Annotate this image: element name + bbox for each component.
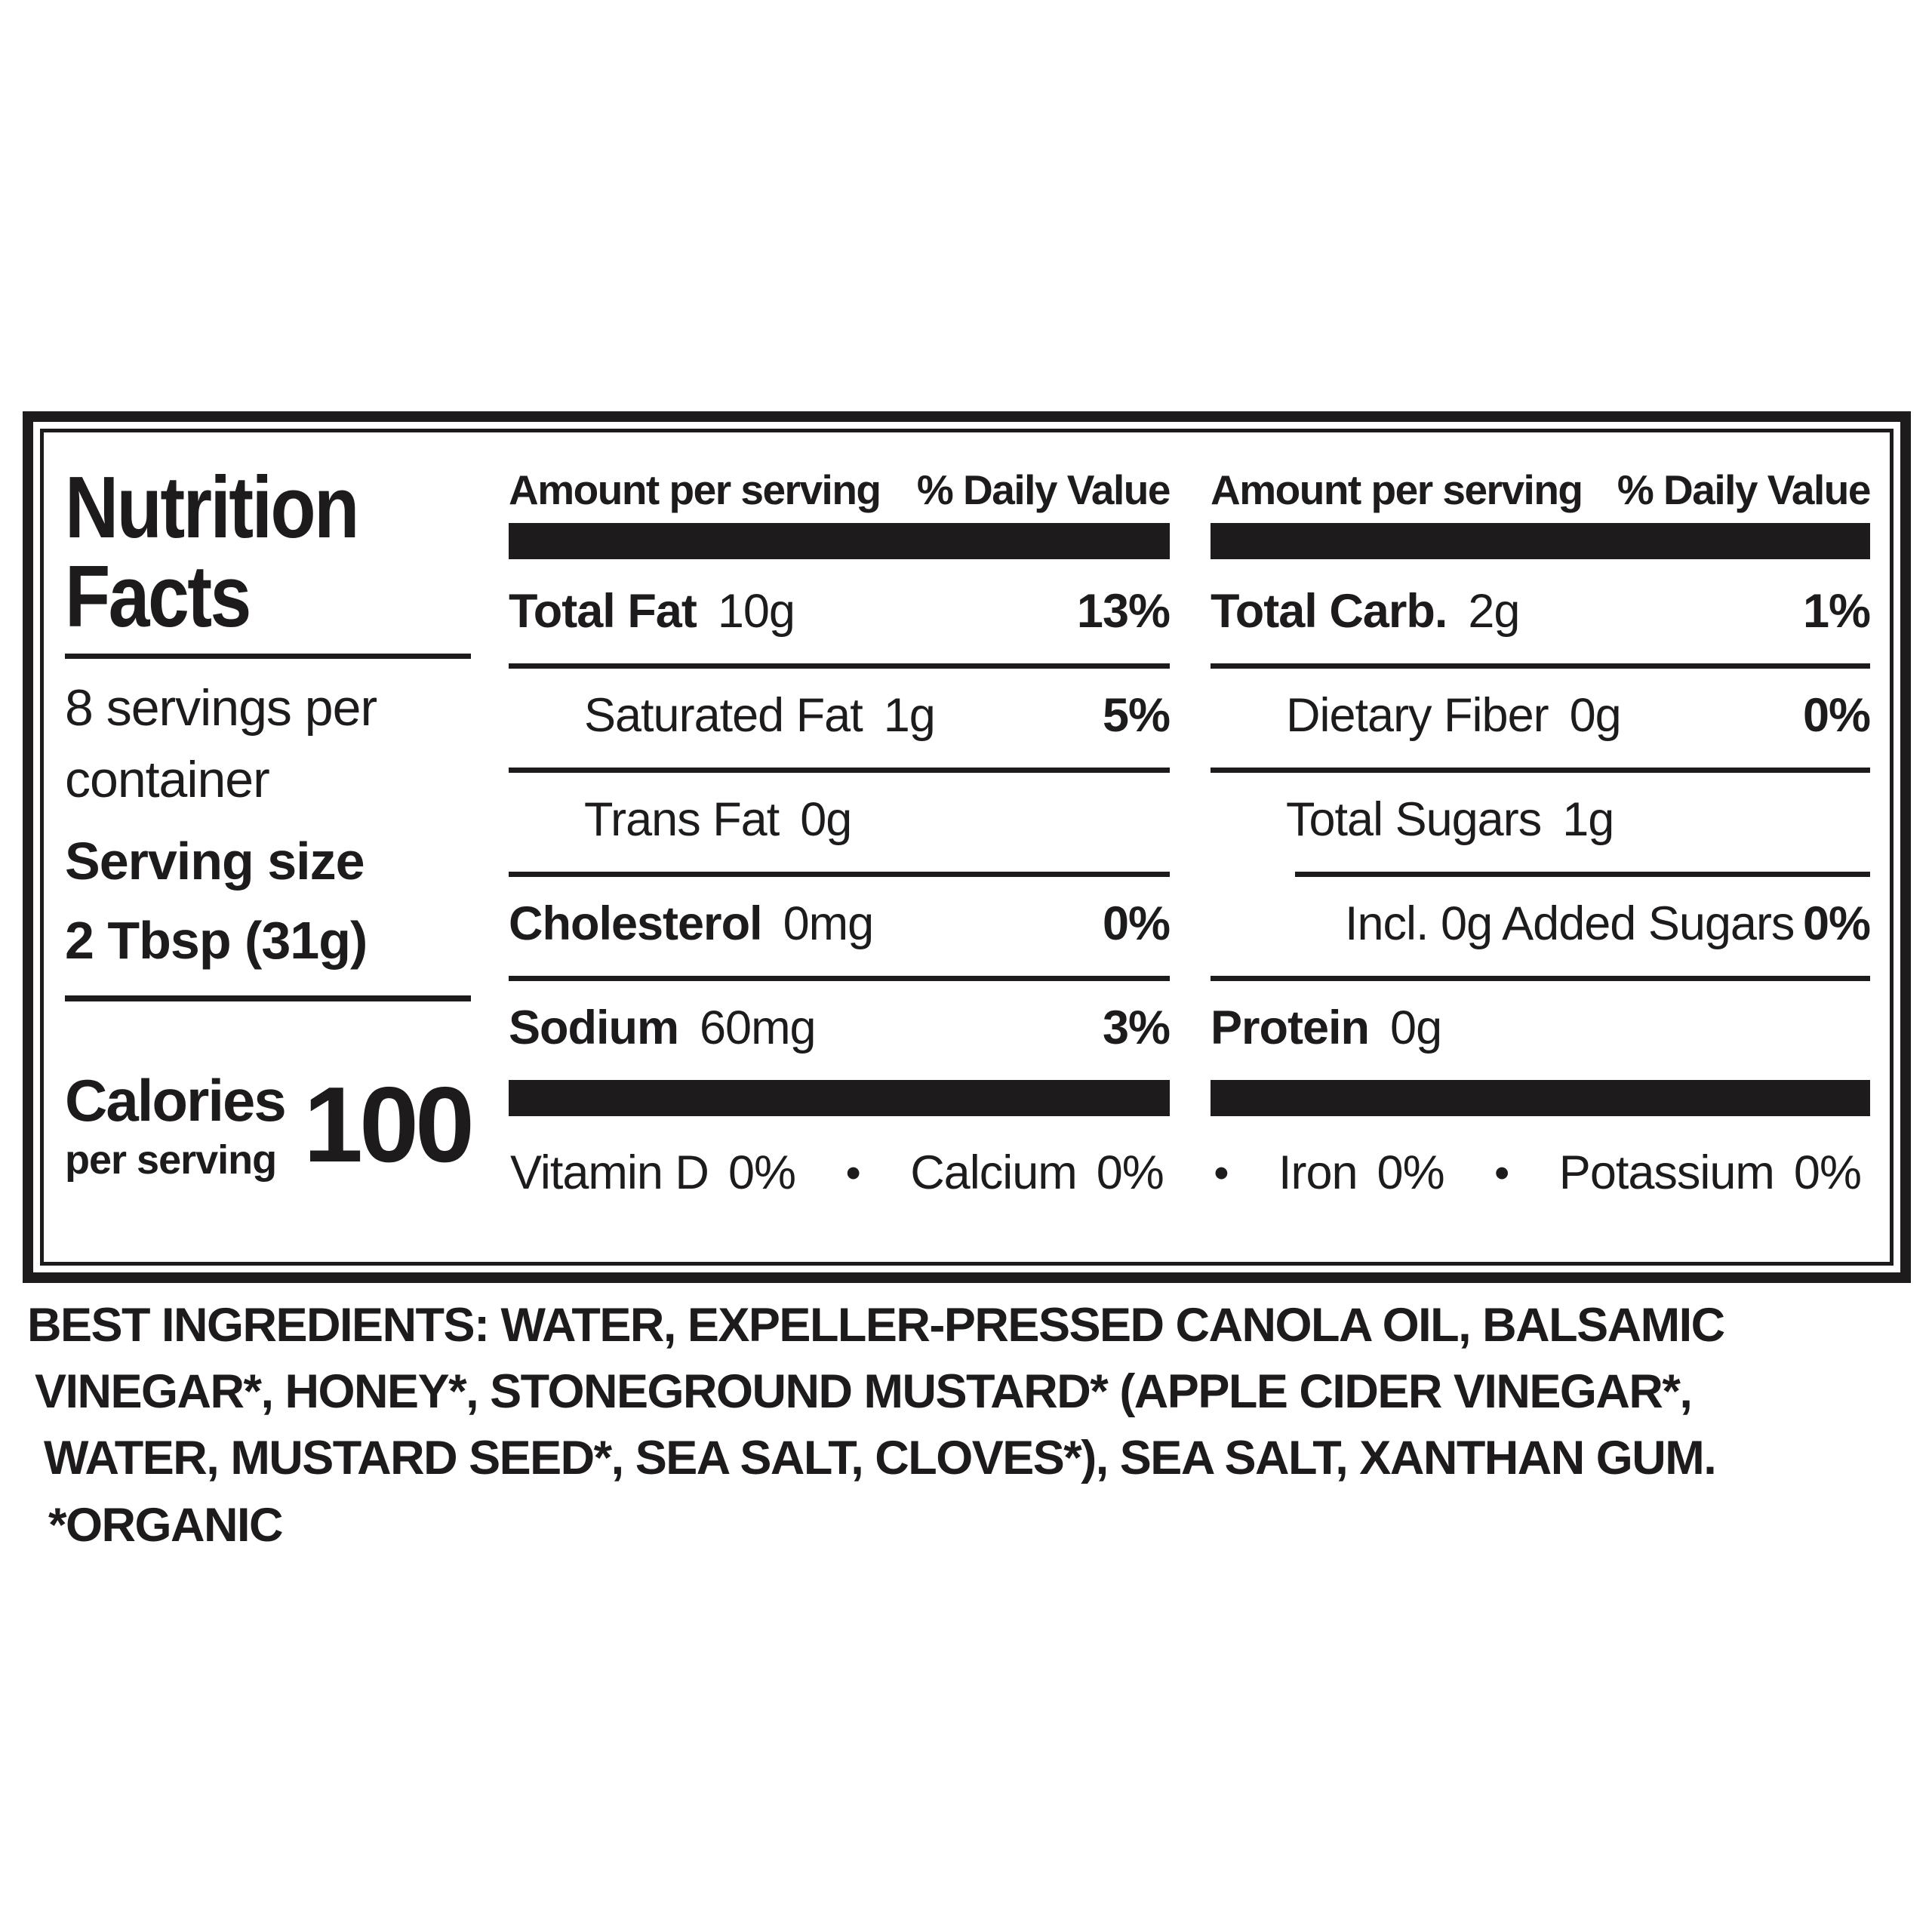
nutrient-name: Dietary Fiber: [1286, 689, 1549, 742]
nutrient-daily-value: 3%: [1102, 1001, 1171, 1054]
nutrient-daily-value: 1%: [1802, 585, 1871, 638]
amount-per-serving-header: Amount per serving: [1211, 466, 1583, 513]
vitamins-row: Vitamin D 0% • Calcium 0% • Iron 0% • Potas…: [509, 1119, 1870, 1226]
nutrition-facts-inner-border: Nutrition Facts 8 servings per container…: [40, 429, 1894, 1266]
row-added-sugars: Incl. 0g Added Sugars 0%: [1211, 872, 1871, 976]
iron-item: Iron 0%: [1278, 1146, 1445, 1200]
calories-section: Calories per serving 100: [65, 1001, 475, 1248]
nutrition-facts-title: Nutrition Facts: [65, 463, 410, 641]
nutrient-amount: 0g: [800, 793, 852, 846]
bullet-separator: •: [1494, 1148, 1509, 1198]
amount-per-serving-header: Amount per serving: [509, 466, 881, 513]
nutrient-name: Sodium: [509, 1001, 679, 1054]
vitamin-value: 0%: [1377, 1146, 1445, 1199]
bullet-separator: •: [1214, 1148, 1229, 1198]
row-cholesterol: Cholesterol 0mg 0%: [509, 872, 1171, 976]
nutrient-name: Saturated Fat: [584, 689, 863, 742]
ingredients-line-1: BEST INGREDIENTS: WATER, EXPELLER-PRESSE…: [27, 1299, 1725, 1352]
row-dietary-fiber: Dietary Fiber 0g 0%: [1211, 663, 1871, 768]
calories-value: 100: [303, 1064, 475, 1185]
ingredients-text: BEST INGREDIENTS: WATER, EXPELLER-PRESSE…: [27, 1292, 1921, 1558]
bullet-separator: •: [845, 1148, 860, 1198]
nutrient-name: Incl. 0g Added Sugars: [1345, 897, 1795, 950]
nutrient-amount: 1g: [883, 689, 936, 742]
thick-divider-bar: [509, 1080, 1170, 1116]
potassium-item: Potassium 0%: [1558, 1146, 1862, 1200]
nutrient-columns: Amount per serving % Daily Value Total F…: [509, 463, 1872, 1116]
column-header: Amount per serving % Daily Value: [1211, 463, 1872, 523]
ingredients-line-2: VINEGAR*, HONEY*, STONEGROUND MUSTARD* (…: [35, 1365, 1693, 1419]
divider: [65, 653, 471, 659]
servings-line-2: container: [65, 750, 270, 808]
daily-value-header: % Daily Value: [916, 466, 1171, 513]
divider: [65, 995, 471, 1001]
daily-value-header: % Daily Value: [1617, 466, 1872, 513]
thick-divider-bar: [1211, 1080, 1870, 1116]
nutrient-daily-value: 0%: [1102, 897, 1171, 950]
nutrient-daily-value: 0%: [1802, 689, 1871, 742]
nutrient-name: Total Sugars: [1286, 793, 1542, 846]
nutrient-daily-value: 13%: [1076, 585, 1171, 638]
row-total-carb: Total Carb. 2g 1%: [1211, 559, 1871, 663]
nutrient-amount: 0g: [1390, 1001, 1442, 1054]
vitamin-value: 0%: [1096, 1146, 1164, 1199]
calories-label: Calories: [65, 1067, 287, 1134]
nutrient-daily-value: 0%: [1802, 897, 1871, 950]
calories-per-serving-label: per serving: [65, 1137, 277, 1183]
vitamin-name: Calcium: [910, 1146, 1078, 1199]
nutrient-column-left: Amount per serving % Daily Value Total F…: [509, 463, 1171, 1116]
nutrition-facts-label: Nutrition Facts 8 servings per container…: [23, 411, 1911, 1283]
vitamin-name: Potassium: [1558, 1146, 1775, 1199]
nutrient-name: Trans Fat: [584, 793, 780, 846]
nutrient-name: Total Carb.: [1211, 585, 1447, 638]
row-sodium: Sodium 60mg 3%: [509, 976, 1171, 1080]
calories-label-group: Calories per serving: [65, 1066, 287, 1183]
servings-per-container: 8 servings per container: [65, 672, 471, 816]
nutrient-amount: 10g: [717, 585, 795, 638]
facts-columns-area: Amount per serving % Daily Value Total F…: [509, 463, 1872, 1248]
vitamin-name: Iron: [1278, 1146, 1358, 1199]
thick-divider-bar: [1211, 523, 1870, 559]
row-protein: Protein 0g: [1211, 976, 1870, 1080]
servings-line-1: 8 servings per: [65, 678, 377, 737]
vitamin-value: 0%: [1793, 1146, 1862, 1199]
vitamin-name: Vitamin D: [510, 1146, 709, 1199]
vitamin-d-item: Vitamin D 0%: [510, 1146, 796, 1200]
nutrient-amount: 2g: [1468, 585, 1520, 638]
nutrient-name: Protein: [1211, 1001, 1370, 1054]
serving-size-value: 2 Tbsp (31g): [65, 911, 368, 970]
row-total-fat: Total Fat 10g 13%: [509, 559, 1171, 663]
row-saturated-fat: Saturated Fat 1g 5%: [509, 663, 1171, 768]
nutrient-amount: 0mg: [783, 897, 875, 950]
title-line-2: Facts: [65, 547, 251, 646]
nutrient-name: Total Fat: [509, 585, 697, 638]
facts-left-column: Nutrition Facts 8 servings per container…: [65, 463, 475, 1248]
nutrient-daily-value: 5%: [1102, 689, 1171, 742]
serving-size: Serving size 2 Tbsp (31g): [65, 822, 471, 980]
nutrient-amount: 0g: [1569, 689, 1622, 742]
ingredients-line-4: *ORGANIC: [48, 1498, 284, 1552]
thick-divider-bar: [509, 523, 1170, 559]
nutrient-amount: 1g: [1562, 793, 1614, 846]
nutrient-amount: 60mg: [700, 1001, 817, 1054]
nutrient-name: Cholesterol: [509, 897, 763, 950]
serving-size-label: Serving size: [65, 832, 365, 891]
vitamin-value: 0%: [728, 1146, 796, 1199]
ingredients-line-3: WATER, MUSTARD SEED*, SEA SALT, CLOVES*)…: [44, 1432, 1717, 1485]
calcium-item: Calcium 0%: [910, 1146, 1164, 1200]
column-header: Amount per serving % Daily Value: [509, 463, 1171, 523]
title-line-1: Nutrition: [65, 458, 359, 556]
nutrient-column-right: Amount per serving % Daily Value Total C…: [1211, 463, 1872, 1116]
row-total-sugars: Total Sugars 1g: [1211, 768, 1870, 872]
row-trans-fat: Trans Fat 0g: [509, 768, 1170, 872]
